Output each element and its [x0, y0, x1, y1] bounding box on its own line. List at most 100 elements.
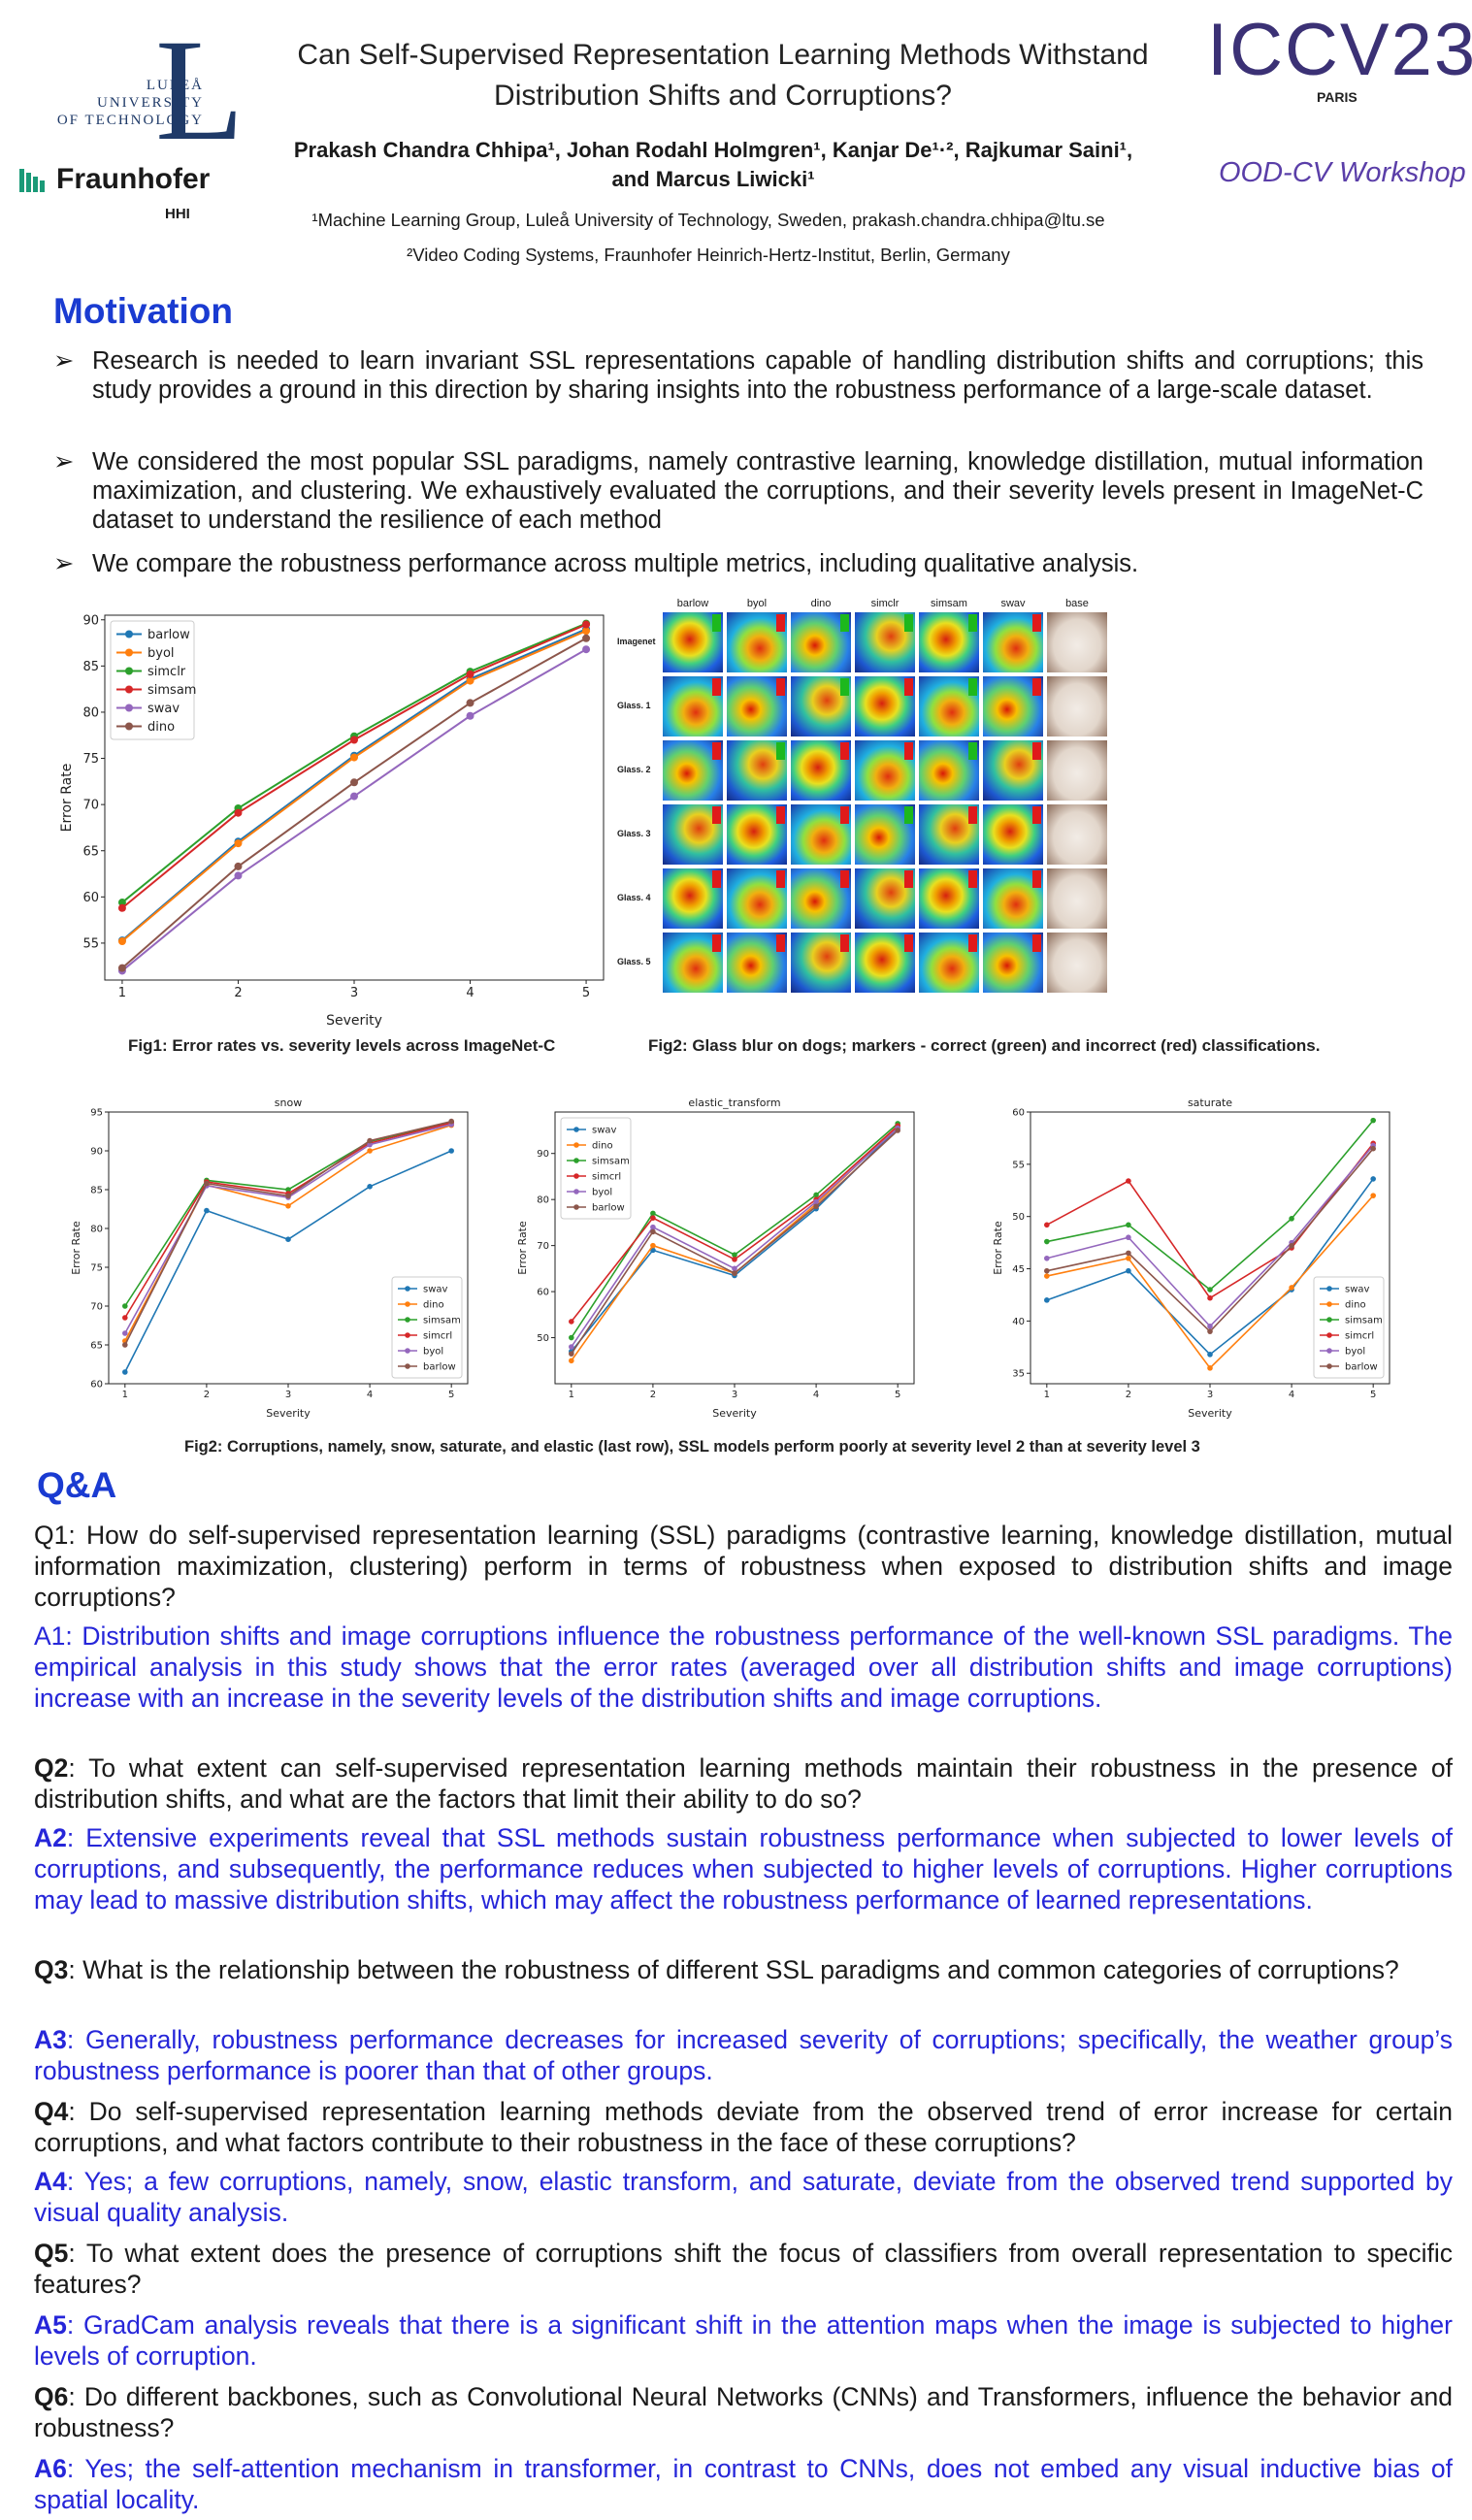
data-point-barlow — [1370, 1145, 1376, 1152]
x-axis-label: Severity — [712, 1407, 757, 1420]
legend-label-barlow: barlow — [423, 1362, 456, 1373]
data-point-swav — [234, 871, 243, 880]
lulea-logo-mark: L — [155, 10, 245, 171]
q-text: : To what extent does the presence of co… — [34, 2239, 1453, 2299]
legend-box — [391, 1276, 463, 1379]
x-tick-label: 4 — [813, 1390, 819, 1400]
legend-marker-dino — [125, 722, 133, 731]
gradcam-heatmap-cell — [790, 611, 852, 673]
y-tick-label: 60 — [1012, 1108, 1025, 1119]
gradcam-heatmap-cell — [726, 867, 788, 930]
legend-marker-byol — [125, 648, 133, 657]
legend-marker-swav — [125, 704, 133, 712]
grid-column-label: swav — [1000, 598, 1026, 609]
a-label: A4 — [34, 2167, 67, 2196]
data-point-swav — [285, 1236, 291, 1242]
y-tick-label: 60 — [90, 1380, 103, 1391]
q-text: : What is the relationship between the r… — [68, 1955, 1399, 1984]
lulea-logo: L LULEÅ UNIVERSITY OF TECHNOLOGY — [19, 17, 245, 163]
gradcam-heatmap-cell — [726, 932, 788, 994]
qa-a2: A2: Extensive experiments reveal that SS… — [34, 1822, 1453, 1915]
qa-a3: A3: Generally, robustness performance de… — [34, 2024, 1453, 2086]
x-tick-label: 4 — [367, 1390, 373, 1400]
q-label: Q5 — [34, 2239, 69, 2268]
legend-box — [560, 1117, 632, 1220]
data-point-barlow — [1126, 1250, 1131, 1257]
gradcam-heatmap-cell — [662, 739, 724, 802]
data-point-byol — [122, 1330, 128, 1336]
data-point-barlow — [895, 1128, 900, 1133]
gradcam-heatmap-cell — [854, 803, 916, 866]
chart-title: elastic_transform — [688, 1096, 780, 1109]
legend-marker-byol — [1326, 1348, 1332, 1354]
legend-label-simcrl: simcrl — [1345, 1331, 1374, 1342]
data-point-dino — [367, 1148, 373, 1154]
q-text: : How do self-supervised representation … — [34, 1521, 1453, 1612]
grid-row-label: Glass. 1 — [617, 701, 651, 710]
incorrect-marker-icon — [776, 934, 785, 952]
arrow-bullet-icon: ➢ — [53, 347, 75, 375]
grid-column-label: simsam — [931, 598, 967, 609]
data-point-simsam — [813, 1192, 819, 1198]
data-point-dino — [117, 964, 126, 972]
data-point-byol — [650, 1224, 656, 1230]
y-tick-label: 95 — [90, 1108, 103, 1119]
x-tick-label: 1 — [118, 986, 126, 1000]
legend-label-swav: swav — [423, 1285, 448, 1295]
data-point-simcrl — [1126, 1178, 1131, 1184]
q-label: Q3 — [34, 1955, 69, 1984]
authors-line1: Prakash Chandra Chhipa¹, Johan Rodahl Ho… — [293, 138, 1133, 162]
affiliation-2: ²Video Coding Systems, Fraunhofer Heinri… — [407, 245, 1010, 265]
a-label: A5 — [34, 2310, 67, 2340]
bullet-text: We considered the most popular SSL parad… — [92, 448, 1423, 534]
legend-label-swav: swav — [147, 702, 180, 716]
legend-marker-simcrl — [573, 1173, 579, 1179]
data-point-swav — [466, 711, 474, 720]
chart-title: snow — [275, 1096, 302, 1109]
gradcam-heatmap-cell — [854, 739, 916, 802]
data-point-simsam — [1207, 1287, 1213, 1293]
x-tick-label: 2 — [234, 986, 242, 1000]
data-point-simsam — [1044, 1238, 1050, 1245]
y-tick-label: 70 — [90, 1302, 103, 1313]
incorrect-marker-icon — [1032, 806, 1041, 824]
x-tick-label: 4 — [466, 986, 474, 1000]
a-text: : Extensive experiments reveal that SSL … — [34, 1823, 1453, 1915]
legend-label-dino: dino — [592, 1141, 613, 1152]
gradcam-heatmap-cell — [854, 932, 916, 994]
incorrect-marker-icon — [840, 934, 849, 952]
legend-box — [1313, 1276, 1385, 1379]
gradcam-heatmap-cell — [726, 611, 788, 673]
qa-q4: Q4: Do self-supervised representation le… — [34, 2096, 1453, 2158]
y-tick-label: 75 — [90, 1263, 103, 1274]
legend-label-byol: byol — [147, 646, 175, 661]
x-tick-label: 3 — [350, 986, 358, 1000]
lulea-name-line1: LULEÅ — [146, 78, 204, 93]
data-point-dino — [650, 1242, 656, 1249]
data-point-barlow — [448, 1118, 454, 1125]
incorrect-marker-icon — [712, 742, 721, 760]
data-point-simsam — [234, 808, 243, 817]
gradcam-heatmap-cell — [790, 867, 852, 930]
motivation-heading: Motivation — [53, 291, 233, 331]
y-tick-label: 75 — [82, 752, 99, 767]
motivation-bullet-1: ➢ Research is needed to learn invariant … — [53, 346, 1423, 405]
a-text: : Yes; the self-attention mechanism in t… — [34, 2454, 1453, 2514]
y-tick-label: 85 — [90, 1186, 103, 1196]
a-label: A6 — [34, 2454, 67, 2483]
incorrect-marker-icon — [776, 806, 785, 824]
legend-marker-dino — [573, 1142, 579, 1148]
data-point-barlow — [122, 1342, 128, 1348]
gradcam-heatmap-cell — [982, 739, 1044, 802]
y-tick-label: 90 — [82, 613, 99, 628]
affiliation-1: ¹Machine Learning Group, Luleå Universit… — [311, 210, 1105, 230]
data-point-simsam — [582, 620, 591, 629]
legend-marker-byol — [405, 1348, 410, 1354]
x-tick-label: 2 — [650, 1390, 656, 1400]
grid-column-label: base — [1065, 598, 1089, 609]
legend-marker-swav — [1326, 1286, 1332, 1292]
incorrect-marker-icon — [840, 806, 849, 824]
bullet-text: We compare the robustness performance ac… — [92, 550, 1139, 577]
grid-row-label: Glass. 4 — [617, 893, 651, 902]
gradcam-heatmap-cell — [918, 932, 980, 994]
